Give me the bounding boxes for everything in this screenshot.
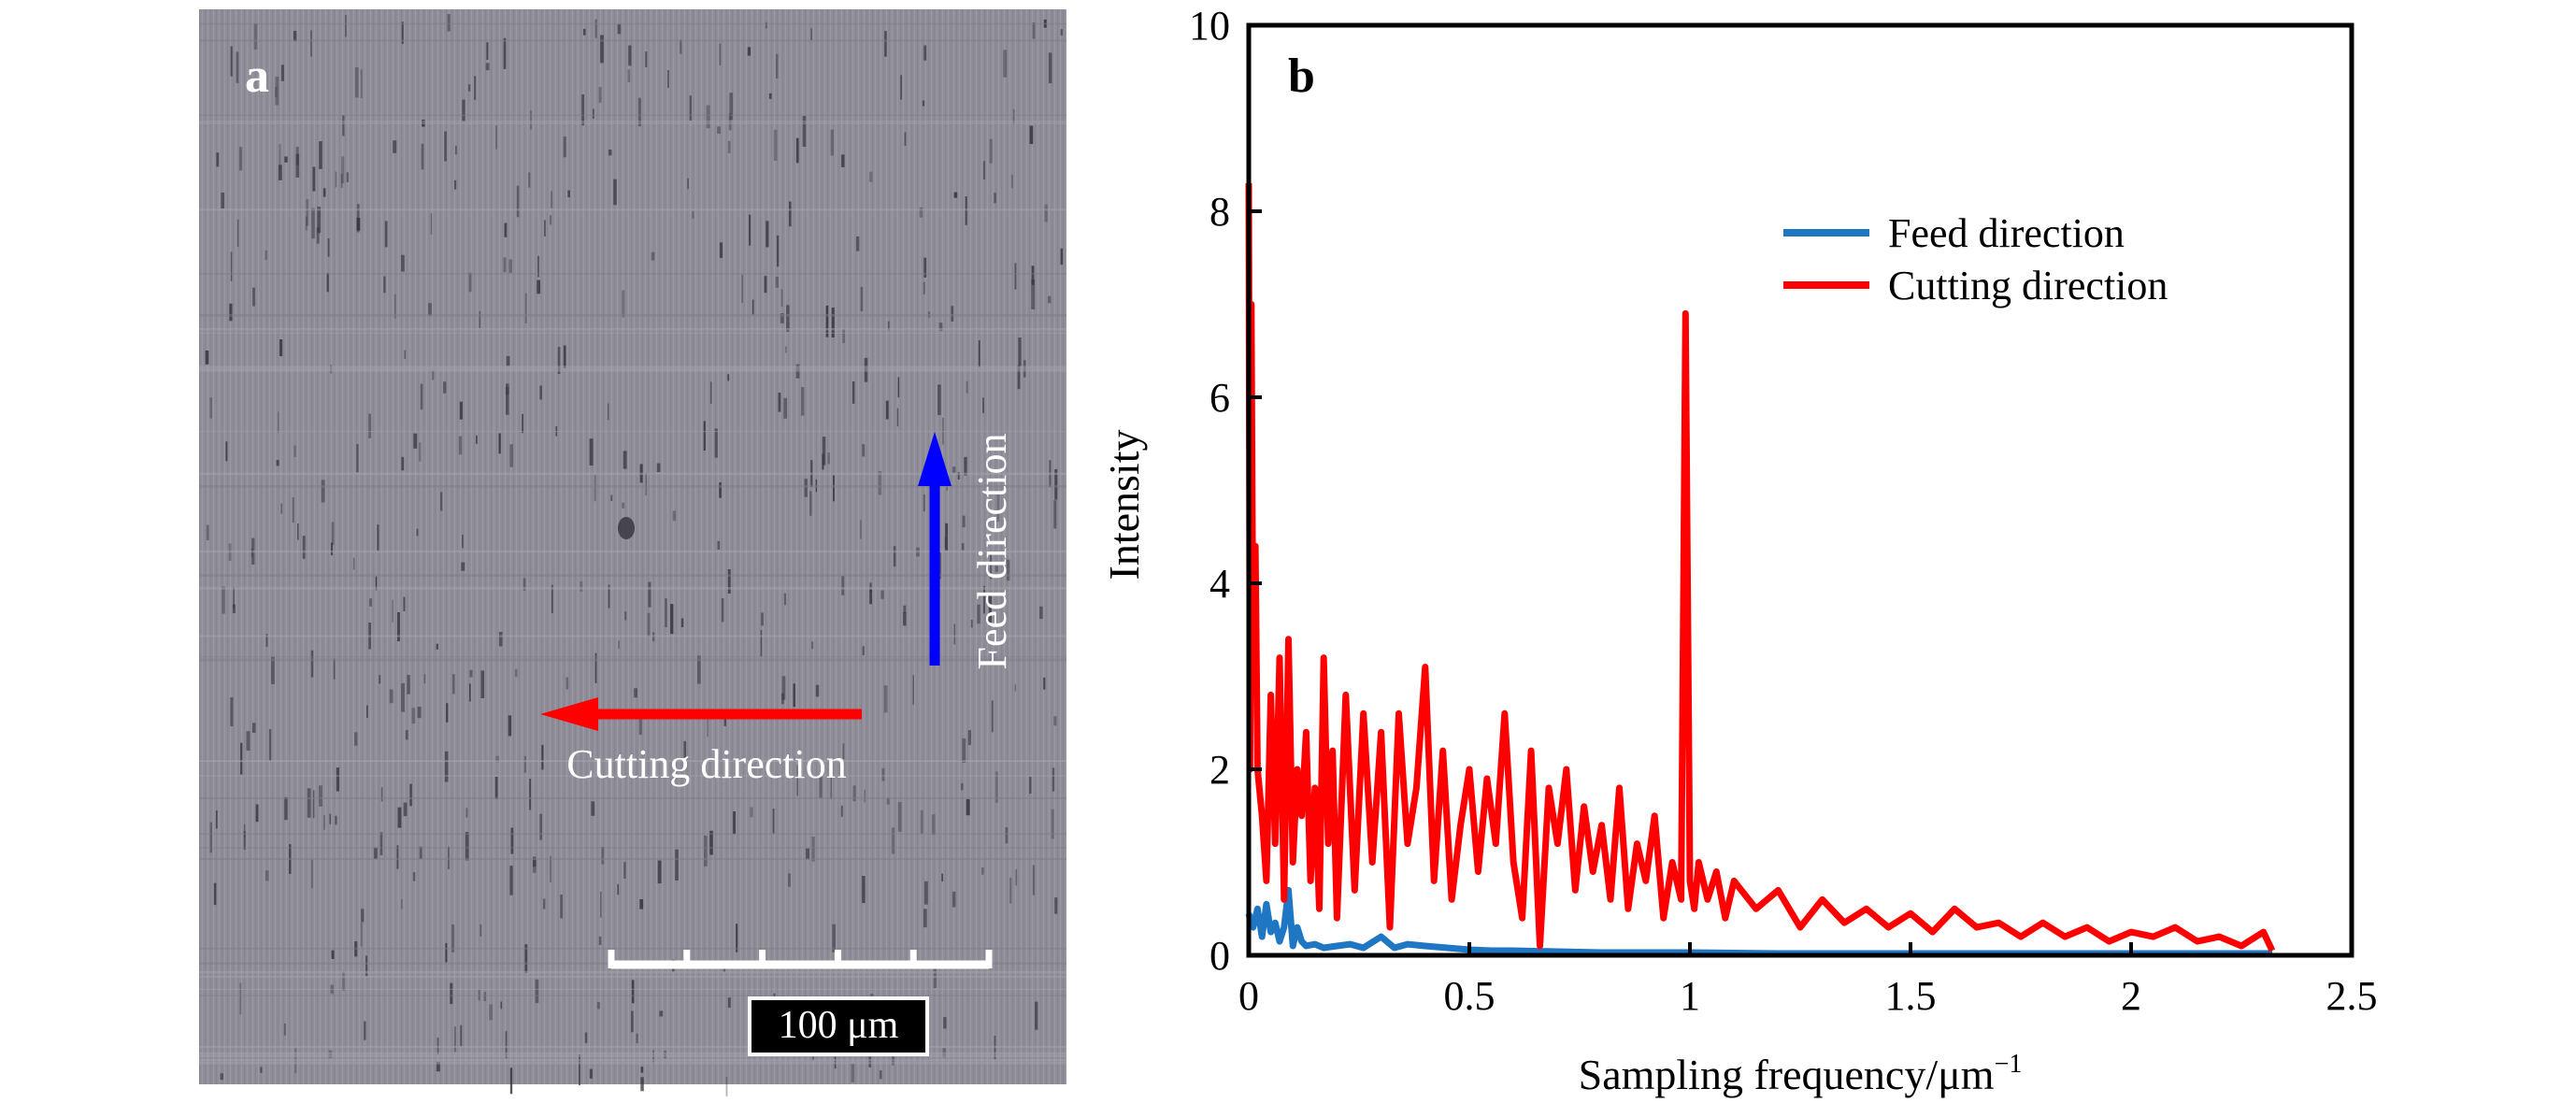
y-tick-label: 10	[1189, 3, 1230, 49]
panel-b: b 0 0.5 1 1.5 2 2.5 0 2 4 6 8 10 Sampling frequenc…	[1100, 3, 2378, 1098]
legend-label-cutting: Cutting direction	[1888, 263, 2168, 308]
x-tick-label: 0.5	[1444, 973, 1496, 1019]
y-tick-label: 0	[1209, 933, 1230, 979]
x-tick-label: 0	[1238, 973, 1259, 1019]
micrograph-pit	[618, 517, 635, 539]
y-axis: 0 2 4 6 8 10	[1189, 3, 1262, 979]
x-tick-label: 2	[2121, 973, 2141, 1019]
series-line-cutting	[1245, 183, 2276, 953]
legend: Feed direction Cutting direction	[1783, 210, 2168, 308]
micrograph-texture	[199, 14, 1066, 1096]
panel-a: a Feed direction Cutting direction 100 μ…	[199, 9, 1066, 1096]
legend-label-feed: Feed direction	[1888, 210, 2125, 256]
y-axis-label: Intensity	[1100, 430, 1148, 580]
panel-a-label: a	[245, 50, 269, 103]
x-axis-label: Sampling frequency/μm−1	[1579, 1050, 2023, 1098]
legend-item-feed: Feed direction	[1783, 210, 2125, 256]
legend-item-cutting: Cutting direction	[1783, 263, 2168, 308]
feed-direction-arrow	[918, 432, 952, 666]
cutting-direction-label: Cutting direction	[566, 741, 846, 787]
cutting-direction-arrow	[540, 697, 862, 731]
x-tick-label: 1.5	[1885, 973, 1937, 1019]
micrograph-image	[199, 9, 1066, 1084]
x-tick-label: 2.5	[2326, 973, 2378, 1019]
feed-direction-label: Feed direction	[969, 434, 1015, 670]
x-tick-label: 1	[1680, 973, 1700, 1019]
y-tick-label: 6	[1209, 375, 1230, 421]
plot-frame	[1246, 22, 2354, 958]
series-line-feed	[1245, 886, 2272, 957]
scale-bar-label-box	[748, 996, 929, 1056]
scale-bar-label: 100 μm	[779, 1004, 899, 1047]
panel-b-label: b	[1288, 50, 1315, 103]
scale-bar	[608, 950, 993, 969]
y-tick-label: 4	[1209, 561, 1230, 607]
y-tick-label: 8	[1209, 189, 1230, 235]
x-axis: 0 0.5 1 1.5 2 2.5	[1238, 942, 2378, 1019]
y-tick-label: 2	[1209, 747, 1230, 793]
